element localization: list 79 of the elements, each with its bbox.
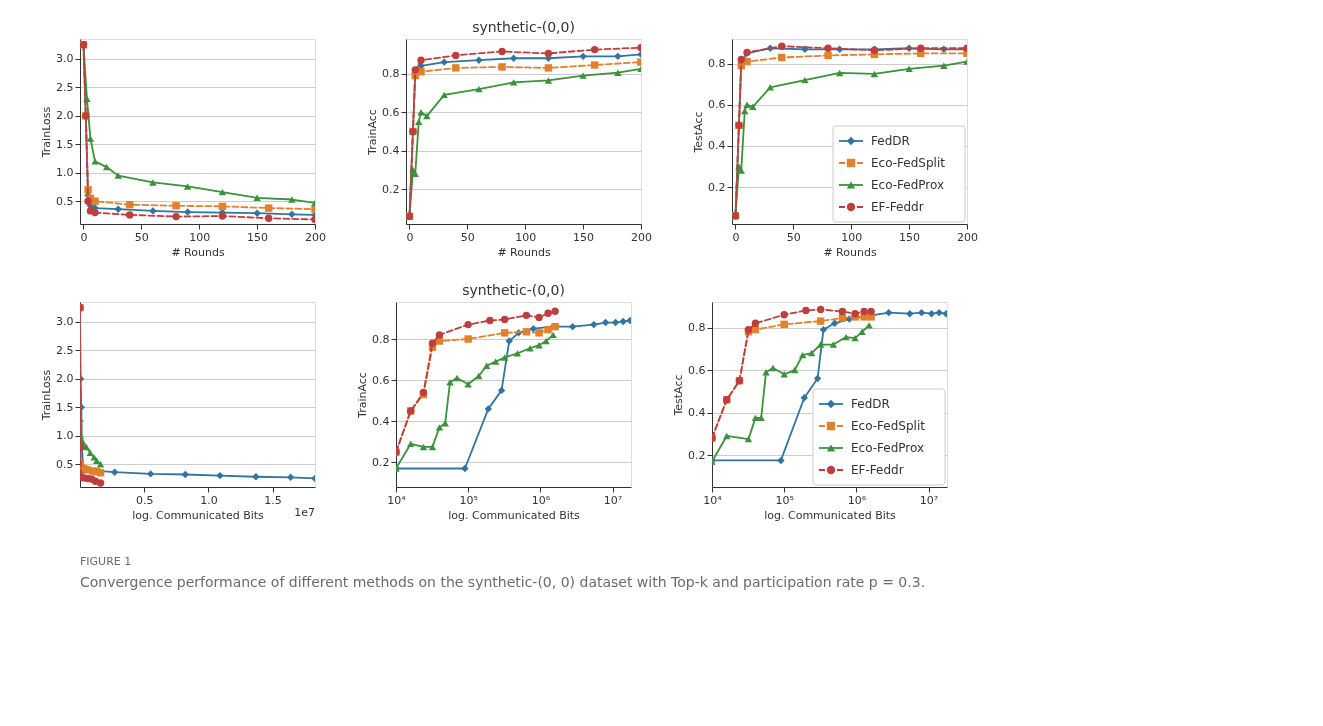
x-axis-title: log. Communicated Bits: [764, 508, 897, 522]
y-tick-label: 0.8: [372, 332, 390, 346]
y-tick-label: 0.8: [708, 57, 726, 71]
x-tick-label: 1.5: [264, 493, 282, 507]
x-tick-label: 50: [134, 230, 149, 244]
y-axis-title: TrainAcc: [356, 372, 370, 419]
y-tick-label: 0.8: [382, 67, 400, 81]
y-axis-title: TrainLoss: [40, 369, 54, 422]
legend-label: EF-Feddr: [871, 200, 924, 214]
y-tick-label: 3.0: [56, 315, 74, 329]
legend-label: Eco-FedSplit: [871, 156, 946, 170]
y-tick-label: 0.2: [382, 182, 400, 196]
x-tick-label: 10⁴: [703, 493, 723, 507]
legend-label: Eco-FedProx: [871, 178, 945, 192]
y-tick-label: 1.0: [56, 429, 74, 443]
y-tick-label: 0.6: [708, 98, 726, 112]
legend-label: FedDR: [851, 397, 890, 411]
text: Convergence performance of different methods on the synthetic-(0, 0) dataset with Top-k and participation rate p = 0.3.: [80, 574, 926, 590]
y-tick-label: 2.5: [56, 343, 74, 357]
y-tick-label: 3.0: [56, 52, 74, 66]
y-tick-label: 0.6: [382, 105, 400, 119]
x-tick-label: 0: [732, 230, 740, 244]
y-tick-label: 1.5: [56, 137, 74, 151]
x-tick-label: 10⁵: [775, 493, 794, 507]
x-tick-label: 200: [631, 230, 652, 244]
x-tick-label: 10⁷: [603, 493, 623, 507]
y-axis-title: TestAcc: [672, 374, 686, 417]
x-axis-title: log. Communicated Bits: [448, 508, 581, 522]
x-tick-label: 150: [899, 230, 921, 244]
legend-label: FedDR: [871, 134, 910, 148]
x-tick-label: 100: [515, 230, 537, 244]
x-tick-label: 150: [573, 230, 595, 244]
y-axis-title: TrainAcc: [366, 109, 380, 156]
x-tick-label: 0: [80, 230, 88, 244]
x-axis-title: # Rounds: [171, 245, 225, 259]
y-tick-label: 0.6: [688, 363, 706, 377]
y-tick-label: 0.4: [372, 414, 390, 428]
y-tick-label: 2.0: [56, 372, 74, 386]
x-tick-label: 0.5: [135, 493, 154, 507]
y-tick-label: 0.2: [372, 455, 390, 469]
x-tick-label: 200: [957, 230, 978, 244]
x-tick-label: 200: [305, 230, 326, 244]
chart-title: synthetic-(0,0): [472, 19, 575, 35]
y-tick-label: 0.4: [688, 406, 706, 420]
x-tick-label: 10⁵: [459, 493, 478, 507]
x-tick-label: 150: [247, 230, 269, 244]
x-tick-label: 100: [841, 230, 863, 244]
x-tick-label: 0: [406, 230, 414, 244]
y-tick-label: 0.4: [708, 139, 726, 153]
legend-label: EF-Feddr: [851, 463, 904, 477]
y-tick-label: 0.8: [688, 321, 706, 335]
x-tick-label: 100: [189, 230, 211, 244]
y-tick-label: 1.0: [56, 166, 74, 180]
x-axis-title: log. Communicated Bits: [132, 508, 265, 522]
x-tick-label: 10⁴: [387, 493, 407, 507]
y-tick-label: 0.4: [382, 144, 400, 158]
y-tick-label: 0.5: [56, 194, 74, 208]
text: 1e7: [294, 506, 315, 519]
y-tick-label: 1.5: [56, 400, 74, 414]
x-tick-label: 10⁶: [847, 493, 867, 507]
y-axis-title: TestAcc: [692, 111, 706, 154]
legend-label: Eco-FedProx: [851, 441, 925, 455]
legend-label: Eco-FedSplit: [851, 419, 926, 433]
x-axis-title: # Rounds: [823, 245, 877, 259]
x-tick-label: 10⁷: [919, 493, 939, 507]
chart-title: synthetic-(0,0): [462, 282, 565, 298]
x-tick-label: 50: [460, 230, 475, 244]
x-tick-label: 10⁶: [531, 493, 551, 507]
x-tick-label: 1.0: [200, 493, 218, 507]
caption: FIGURE 1: [80, 555, 132, 568]
y-tick-label: 0.2: [688, 448, 706, 462]
y-tick-label: 0.5: [56, 457, 74, 471]
y-tick-label: 0.2: [708, 180, 726, 194]
y-axis-title: TrainLoss: [40, 106, 54, 159]
y-tick-label: 0.6: [372, 373, 390, 387]
x-axis-title: # Rounds: [497, 245, 551, 259]
x-tick-label: 50: [786, 230, 801, 244]
y-tick-label: 2.5: [56, 80, 74, 94]
y-tick-label: 2.0: [56, 109, 74, 123]
